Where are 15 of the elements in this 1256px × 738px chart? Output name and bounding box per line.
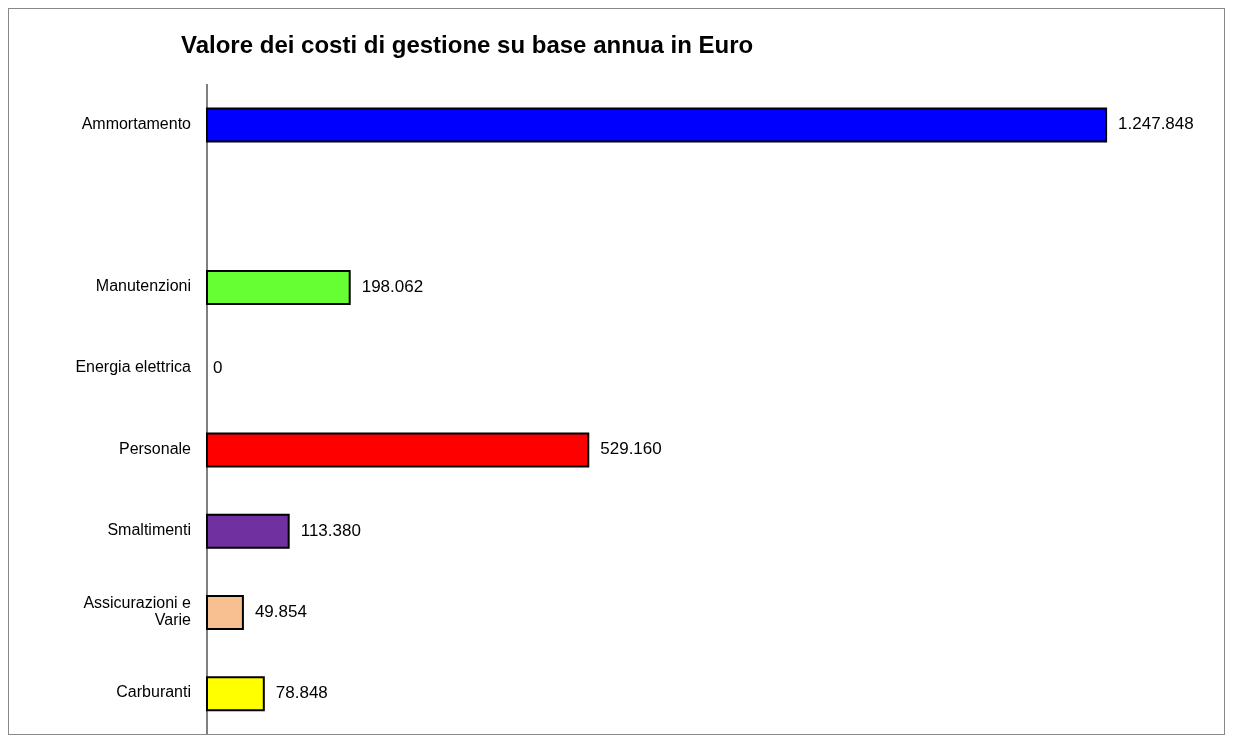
data-label: 113.380 [300, 520, 361, 540]
data-label: 0 [213, 357, 223, 377]
data-label: 198.062 [361, 276, 424, 296]
data-label: 49.854 [254, 601, 307, 621]
y-tick-label: Smaltimenti [107, 521, 191, 539]
data-label: 78.848 [275, 683, 328, 703]
y-tick-label: Energia elettrica [75, 358, 192, 376]
y-tick-label: Ammortamento [81, 114, 192, 132]
chart-title: Valore dei costi di gestione su base annua in Euro [181, 31, 754, 59]
data-label: 529.160 [600, 439, 662, 459]
y-tick-label: Carburanti [116, 683, 191, 701]
y-tick-label: Assicurazioni e Varie [83, 593, 192, 628]
y-tick-label: Manutenzioni [95, 277, 191, 295]
y-tick-label: Personale [118, 439, 192, 457]
data-label: 1.247.848 [1118, 114, 1194, 134]
